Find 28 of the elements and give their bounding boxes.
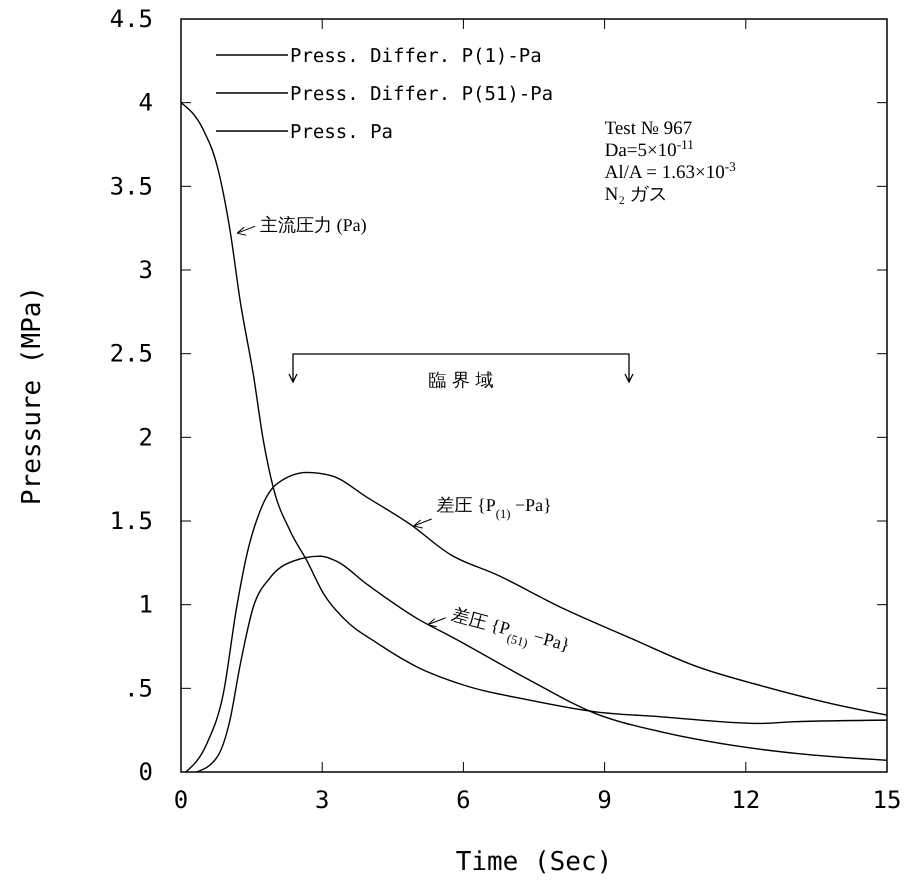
y-tick-label: 2.5 xyxy=(110,340,153,368)
y-tick-label: 2 xyxy=(138,423,153,452)
legend-label: Press. Differ. P(1)-Pa xyxy=(290,45,542,67)
x-tick-label: 12 xyxy=(731,786,760,814)
x-tick-label: 9 xyxy=(597,786,612,814)
y-tick-label: .5 xyxy=(124,674,153,702)
annotation: 臨 界 域 xyxy=(428,370,494,391)
y-tick-label: 1 xyxy=(138,590,153,619)
annotation: Al/A = 1.63×10$^{-3}$ xyxy=(604,158,736,183)
y-tick-label: 4 xyxy=(138,88,153,117)
legend-label: Press. Pa xyxy=(290,121,393,143)
annotation: 差圧 {P$_{(1)}$ −Pa} xyxy=(436,495,552,522)
y-tick-label: 4.5 xyxy=(110,5,153,33)
y-tick-label: 0 xyxy=(138,758,153,786)
x-tick-label: 0 xyxy=(174,786,188,814)
y-axis-title: Pressure (MPa) xyxy=(17,286,47,506)
x-tick-label: 3 xyxy=(314,786,330,814)
annotation: N₂ ガス xyxy=(604,184,668,205)
x-tick-label: 6 xyxy=(456,786,471,814)
y-tick-label: 3 xyxy=(138,256,153,284)
y-tick-label: 3.5 xyxy=(110,172,153,200)
annotation: Da=5×10$^{-11}$ xyxy=(604,136,694,161)
annotation: 主流圧力 (Pa) xyxy=(260,215,367,236)
x-tick-label: 15 xyxy=(872,786,902,814)
y-tick-label: 1.5 xyxy=(110,507,153,535)
x-axis-title: Time (Sec) xyxy=(456,847,612,877)
legend-label: Press. Differ. P(51)-Pa xyxy=(290,83,554,105)
annotation: Test № 967 xyxy=(604,118,692,139)
